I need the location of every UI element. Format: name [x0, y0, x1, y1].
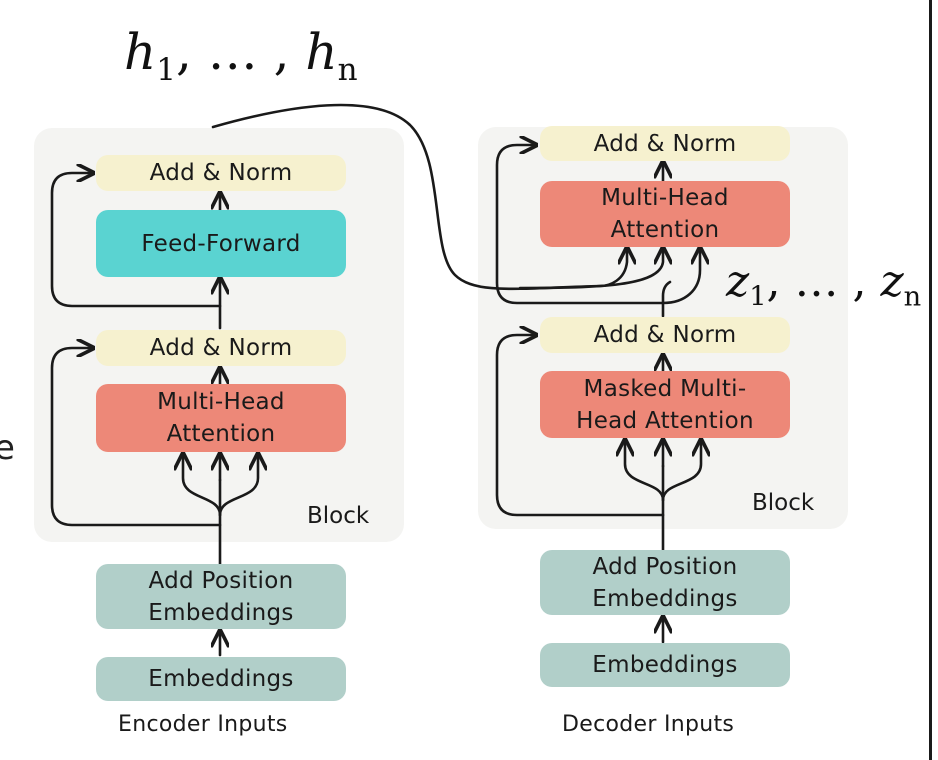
encoder-add-norm-top: Add & Norm: [96, 155, 346, 191]
decoder-add-position-embeddings: Add Position Embeddings: [540, 550, 790, 615]
decoder-block-label: Block: [752, 490, 815, 516]
decoder-masked-multi-head-attention: Masked Multi- Head Attention: [540, 371, 790, 438]
encoder-feed-forward: Feed-Forward: [96, 210, 346, 277]
decoder-inputs-label: Decoder Inputs: [562, 712, 735, 737]
decoder-multi-head-attention: Multi-Head Attention: [540, 181, 790, 247]
decoder-add-norm-top: Add & Norm: [540, 126, 790, 161]
encoder-add-norm-bottom: Add & Norm: [96, 330, 346, 366]
encoder-multi-head-attention: Multi-Head Attention: [96, 384, 346, 452]
right-frame-divider: [929, 0, 932, 760]
encoder-inputs-label: Encoder Inputs: [118, 712, 288, 737]
encoder-block-label: Block: [307, 503, 370, 529]
cropped-text-fragment: e: [0, 428, 15, 468]
encoder-embeddings: Embeddings: [96, 657, 346, 701]
decoder-embeddings: Embeddings: [540, 643, 790, 687]
encoder-output-label: h1, … , hn: [124, 23, 358, 88]
decoder-output-label: z1, … , zn: [726, 256, 922, 313]
encoder-add-position-embeddings: Add Position Embeddings: [96, 564, 346, 629]
decoder-add-norm-bottom: Add & Norm: [540, 317, 790, 353]
